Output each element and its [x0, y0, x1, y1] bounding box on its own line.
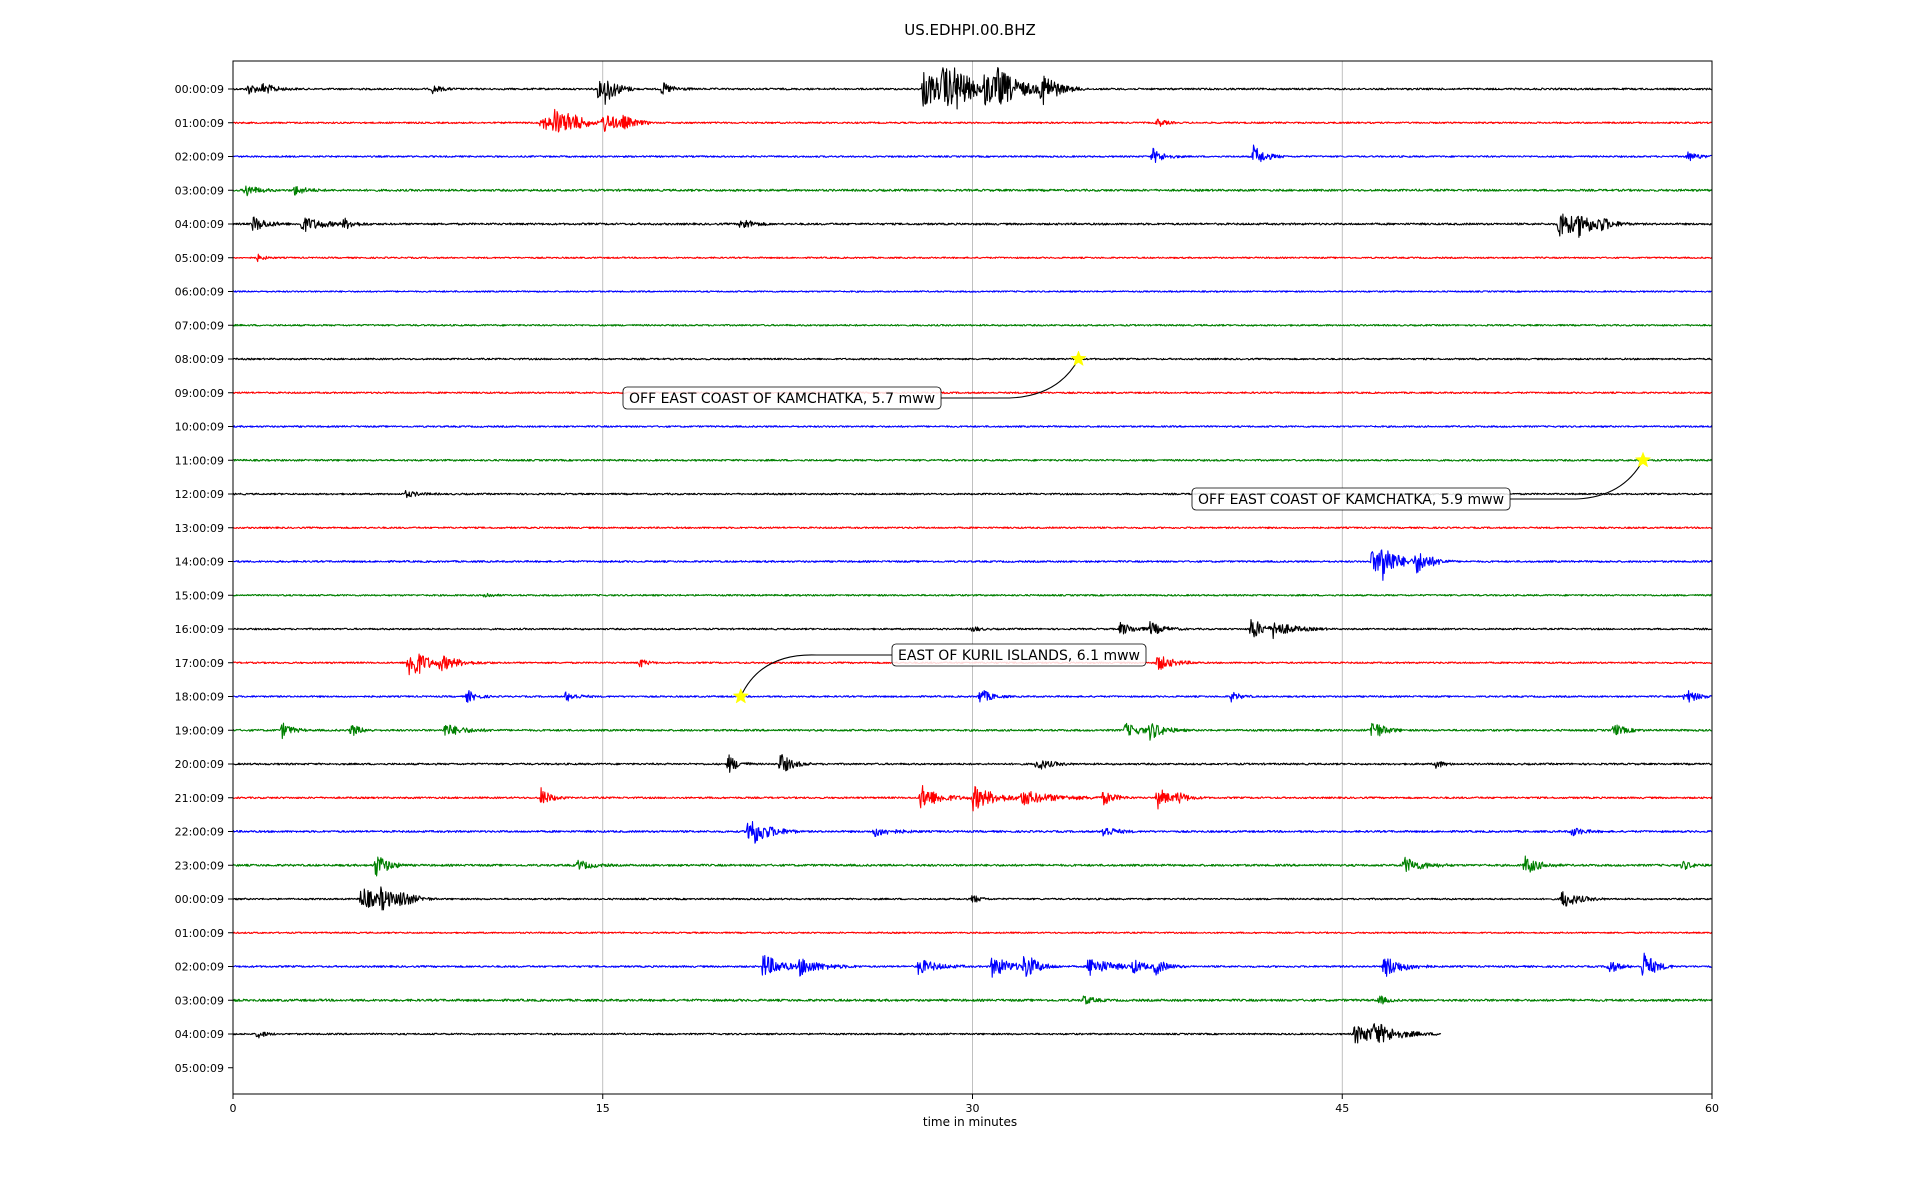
y-tick-label: 15:00:09	[175, 589, 224, 602]
y-tick-label: 00:00:09	[175, 83, 224, 96]
x-tick-label: 15	[596, 1102, 610, 1115]
seismic-trace	[232, 213, 1713, 238]
y-tick-label: 07:00:09	[175, 319, 224, 332]
y-tick-label: 04:00:09	[175, 1028, 224, 1041]
y-tick-label: 16:00:09	[175, 623, 224, 636]
y-tick-label: 08:00:09	[175, 353, 224, 366]
y-tick-label: 09:00:09	[175, 387, 224, 400]
seismic-trace	[232, 821, 1713, 844]
y-tick-label: 03:00:09	[175, 184, 224, 197]
y-tick-label: 17:00:09	[175, 657, 224, 670]
axes: 0 15 30 45 60 00:00:09 01:00:09 02:00:09 03:00:0…	[175, 60, 1719, 1115]
y-tick-label: 11:00:09	[175, 454, 224, 467]
event-label: EAST OF KURIL ISLANDS, 6.1 mww	[898, 648, 1140, 664]
event-annotation: OFF EAST COAST OF KAMCHATKA, 5.9 mww	[1191, 451, 1652, 511]
seismic-trace	[232, 185, 1712, 197]
x-tick-label: 0	[230, 1102, 237, 1115]
seismic-trace	[232, 619, 1713, 640]
chart-title: US.EDHPI.00.BHZ	[904, 21, 1036, 39]
seismic-trace	[232, 995, 1713, 1005]
seismic-trace	[233, 592, 1713, 598]
y-tick-label: 20:00:09	[175, 758, 224, 771]
y-tick-label: 02:00:09	[175, 151, 224, 164]
event-label: OFF EAST COAST OF KAMCHATKA, 5.9 mww	[1198, 492, 1504, 508]
event-annotations: OFF EAST COAST OF KAMCHATKA, 5.7 mww OFF …	[622, 350, 1652, 704]
gridlines	[602, 61, 1343, 1094]
y-tick-label: 01:00:09	[175, 117, 224, 130]
seismic-trace	[232, 722, 1713, 741]
event-connector	[1510, 459, 1644, 500]
event-annotation: OFF EAST COAST OF KAMCHATKA, 5.7 mww	[622, 350, 1087, 410]
y-tick-label: 12:00:09	[175, 488, 224, 501]
y-tick-label: 14:00:09	[175, 556, 224, 569]
seismic-trace	[233, 108, 1713, 133]
event-annotation: EAST OF KURIL ISLANDS, 6.1 mww	[732, 643, 1147, 704]
event-star-marker	[732, 687, 750, 704]
event-label: OFF EAST COAST OF KAMCHATKA, 5.7 mww	[629, 391, 935, 407]
seismic-trace	[232, 253, 1712, 263]
seismic-trace	[232, 67, 1713, 110]
x-axis-label: time in minutes	[923, 1115, 1017, 1129]
event-connector	[941, 358, 1079, 399]
x-tick-label: 45	[1335, 1102, 1349, 1115]
seismic-trace	[232, 886, 1713, 911]
seismic-trace	[233, 391, 1713, 395]
seismic-trace	[232, 931, 1713, 935]
y-tick-label: 01:00:09	[175, 927, 224, 940]
seismic-trace	[232, 952, 1713, 978]
event-connector	[740, 654, 892, 697]
y-tick-label: 21:00:09	[175, 792, 224, 805]
y-tick-label: 23:00:09	[175, 859, 224, 872]
event-star-marker	[1634, 451, 1652, 468]
seismic-trace	[232, 690, 1713, 703]
seismic-trace	[232, 323, 1713, 327]
seismic-trace	[232, 357, 1713, 361]
seismic-trace	[232, 549, 1713, 581]
x-tick-label: 30	[966, 1102, 980, 1115]
seismic-trace	[232, 458, 1713, 462]
seismic-trace	[232, 526, 1713, 530]
y-tick-label: 02:00:09	[175, 961, 224, 974]
y-tick-label: 22:00:09	[175, 826, 224, 839]
y-tick-label: 05:00:09	[175, 1062, 224, 1075]
event-star-marker	[1070, 350, 1087, 367]
seismic-trace	[232, 144, 1712, 164]
y-tick-label: 19:00:09	[175, 724, 224, 737]
y-tick-label: 18:00:09	[175, 691, 224, 704]
y-tick-label: 00:00:09	[175, 893, 224, 906]
seismic-trace	[232, 754, 1713, 773]
x-tick-label: 60	[1705, 1102, 1719, 1115]
seismic-trace	[232, 1023, 1442, 1044]
y-tick-label: 13:00:09	[175, 522, 224, 535]
y-tick-label: 06:00:09	[175, 286, 224, 299]
traces	[232, 67, 1713, 1044]
y-tick-label: 03:00:09	[175, 994, 224, 1007]
seismic-trace	[232, 425, 1713, 428]
seismic-trace	[232, 290, 1712, 293]
y-tick-label: 05:00:09	[175, 252, 224, 265]
seismic-trace	[232, 784, 1713, 812]
seismic-trace	[232, 855, 1713, 877]
y-tick-label: 04:00:09	[175, 218, 224, 231]
y-tick-label: 10:00:09	[175, 421, 224, 434]
